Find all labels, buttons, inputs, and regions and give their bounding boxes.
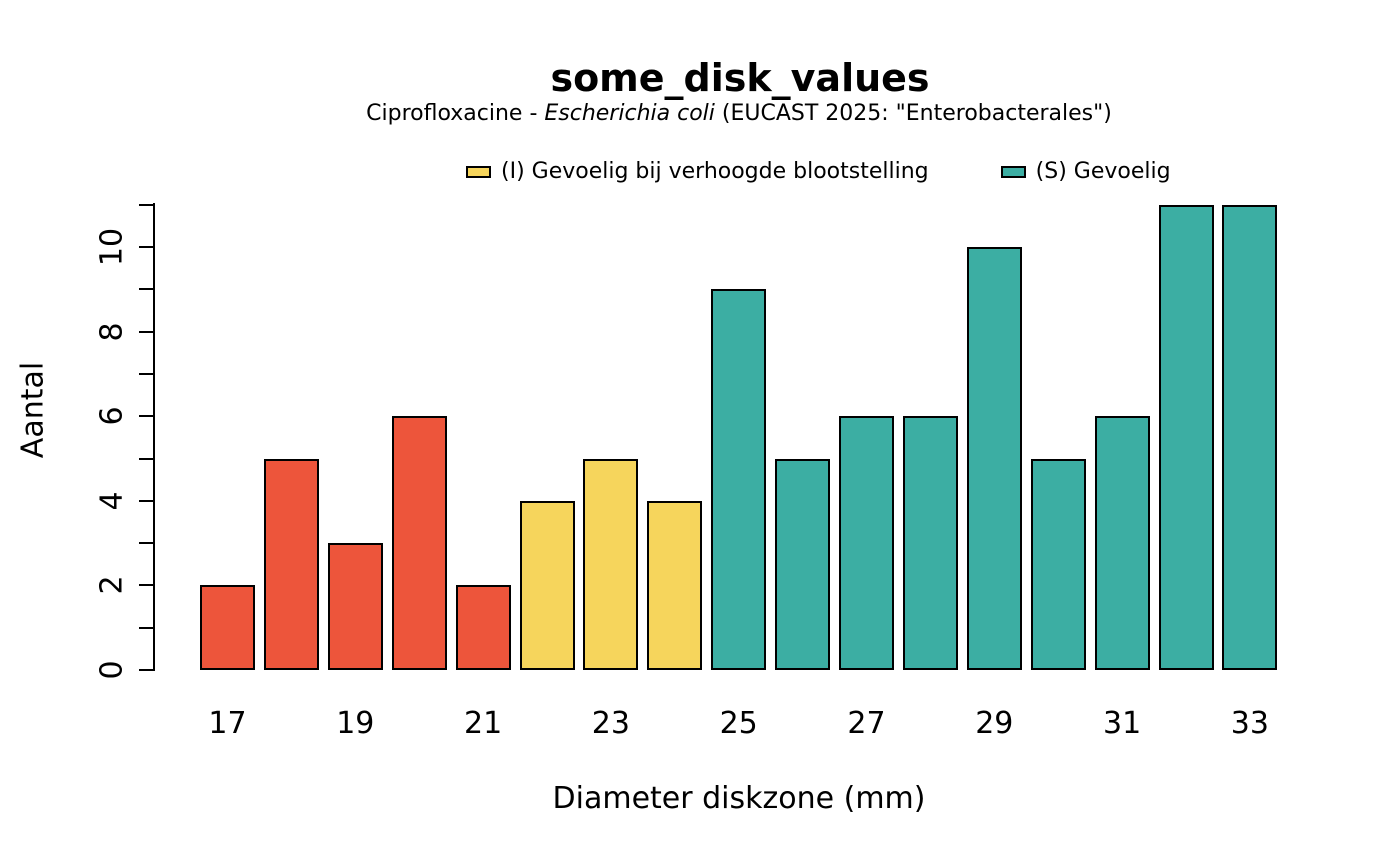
legend-label: (I) Gevoelig bij verhoogde blootstelling — [501, 159, 929, 184]
bar-26mm — [775, 458, 831, 670]
x-tick-label: 33 — [1230, 706, 1269, 741]
legend: (I) Gevoelig bij verhoogde blootstelling… — [466, 159, 1171, 184]
bar-17mm — [200, 585, 255, 670]
y-axis-title: Aantal — [15, 361, 51, 459]
x-tick-label: 17 — [208, 706, 247, 741]
y-axis-tick — [139, 626, 154, 629]
legend-label: (S) Gevoelig — [1035, 159, 1171, 184]
bar-32mm — [1158, 204, 1214, 670]
legend-item-S: (S) Gevoelig — [1000, 159, 1171, 184]
bar-19mm — [327, 543, 383, 670]
chart-subtitle-prefix: Ciprofloxacine - — [366, 101, 545, 126]
y-tick-label: 0 — [94, 660, 130, 680]
x-tick-label: 21 — [464, 706, 503, 741]
y-axis-tick — [139, 457, 154, 460]
legend-swatch-S — [1000, 165, 1026, 178]
bar-22mm — [519, 500, 575, 670]
x-tick-label: 31 — [1103, 706, 1142, 741]
y-tick-label: 10 — [94, 227, 130, 267]
y-tick-label: 6 — [94, 406, 130, 426]
y-tick-label: 8 — [94, 322, 130, 342]
y-axis-tick — [139, 288, 154, 291]
bar-33mm — [1222, 204, 1278, 670]
y-axis-tick — [139, 330, 154, 333]
bar-28mm — [902, 416, 958, 670]
chart-title: some_disk_values — [550, 56, 930, 100]
x-tick-label: 27 — [847, 706, 886, 741]
y-axis-tick — [139, 542, 154, 545]
y-axis-tick — [139, 415, 154, 418]
y-tick-label: 4 — [94, 491, 130, 511]
x-axis-title: Diameter diskzone (mm) — [552, 781, 926, 816]
y-axis-tick — [139, 246, 154, 248]
y-axis-tick — [139, 584, 154, 587]
bar-27mm — [839, 416, 894, 670]
chart-subtitle-suffix: (EUCAST 2025: "Enterobacterales") — [714, 101, 1112, 126]
bar-21mm — [455, 585, 511, 670]
y-axis-line — [153, 203, 155, 671]
x-tick-label: 29 — [975, 706, 1014, 741]
bar-20mm — [391, 416, 447, 670]
y-axis-tick — [139, 203, 154, 206]
x-tick-label: 19 — [336, 706, 375, 741]
legend-item-I: (I) Gevoelig bij verhoogde blootstelling — [466, 159, 929, 184]
y-tick-label: 2 — [94, 575, 130, 595]
legend-swatch-I — [466, 165, 491, 178]
y-axis-tick — [139, 499, 154, 502]
x-tick-label: 25 — [719, 706, 758, 741]
y-axis-tick — [139, 372, 154, 375]
x-tick-label: 23 — [591, 706, 630, 741]
bar-25mm — [711, 289, 767, 670]
bar-29mm — [966, 247, 1022, 670]
y-axis-tick — [139, 669, 154, 671]
bar-31mm — [1094, 416, 1150, 670]
chart-subtitle: Ciprofloxacine - Escherichia coli (EUCAS… — [366, 101, 1112, 126]
bar-23mm — [583, 458, 639, 670]
bar-18mm — [263, 458, 319, 670]
chart-subtitle-species: Escherichia coli — [544, 101, 715, 126]
bar-24mm — [647, 500, 703, 670]
bar-30mm — [1030, 458, 1086, 670]
